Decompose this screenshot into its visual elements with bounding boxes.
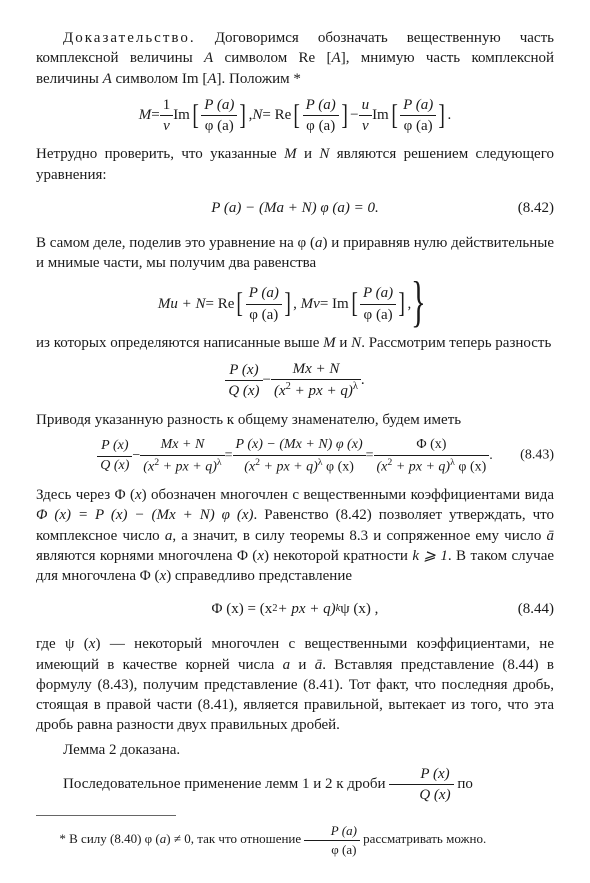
eq-difference: P (x)Q (x) − Mx + N (x2 + px + q)λ . xyxy=(36,359,554,402)
para-sequential: Последовательное применение лемм 1 и 2 к… xyxy=(36,764,554,806)
para-common-denom: Приводя указанную разность к общему знам… xyxy=(36,410,554,430)
proof-label: Доказательство. xyxy=(63,30,196,46)
eq-num-8-42: (8.42) xyxy=(518,198,554,218)
eq-num-8-43: (8.43) xyxy=(520,447,554,466)
para-indeed: В самом деле, поделив это уравнение на φ… xyxy=(36,233,554,274)
right-brace-icon: } xyxy=(411,282,426,322)
para-verify: Нетрудно проверить, что указанные M и N … xyxy=(36,144,554,185)
footnote-rule xyxy=(36,815,176,816)
eq-mn-def: M = 1v Im [ P (a)φ (a) ] , N = Re [ P (a… xyxy=(36,95,554,137)
eq-8-43: P (x)Q (x) − Mx + N (x2 + px + q)λ = P (… xyxy=(36,436,554,477)
eq-8-42: P (a) − (Ma + N) φ (a) = 0. (8.42) xyxy=(36,191,554,225)
eq-system: Mu + N = Re [ P (a)φ (a) ], Mv = Im [ P … xyxy=(36,279,554,325)
para-from-which: из которых определяются написанные выше … xyxy=(36,333,554,353)
eq-num-8-44: (8.44) xyxy=(518,599,554,619)
para-lemma-proved: Лемма 2 доказана. xyxy=(36,740,554,760)
eq-8-44: Φ (x) = (x2 + px + q) k ψ (x) , (8.44) xyxy=(36,592,554,626)
para-proof-intro: Доказательство. Договоримся обозначать в… xyxy=(36,28,554,89)
footnote: * В силу (8.40) φ (a) ≠ 0, так что отнош… xyxy=(36,822,554,858)
para-psi: где ψ (x) — некоторый многочлен с вещест… xyxy=(36,634,554,735)
para-phi-def: Здесь через Φ (x) обозначен многочлен с … xyxy=(36,485,554,586)
